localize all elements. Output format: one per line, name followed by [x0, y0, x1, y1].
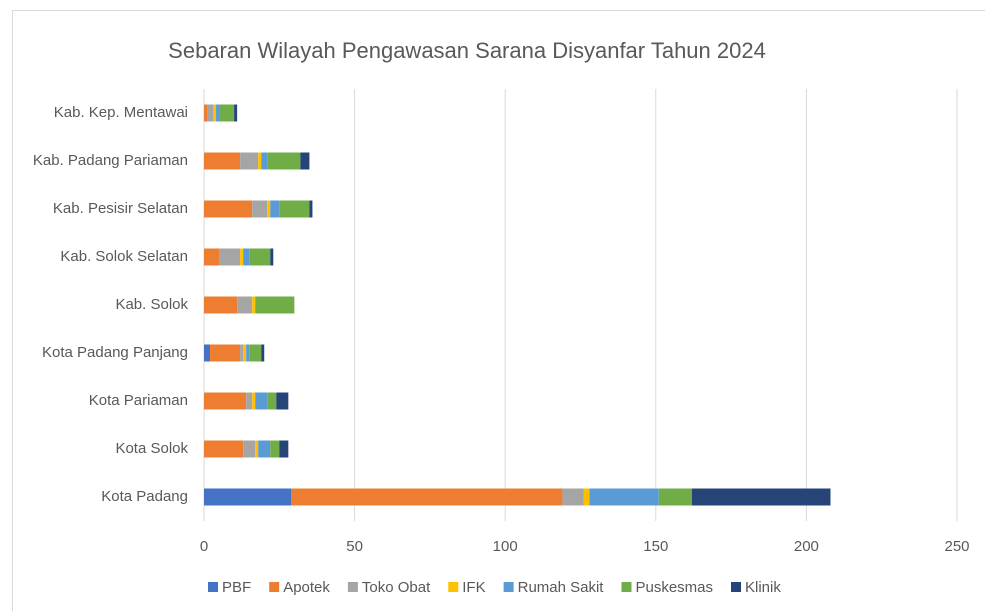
bar-segment: [204, 200, 253, 218]
bar-segment: [204, 248, 220, 266]
bar-segment: [207, 104, 214, 122]
legend-label: Puskesmas: [635, 579, 713, 596]
bar-segment: [255, 296, 295, 314]
legend-swatch: [731, 582, 742, 592]
legend-label: IFK: [462, 579, 485, 596]
bar-segment: [204, 104, 208, 122]
bar-segment: [219, 104, 235, 122]
bar-segment: [204, 440, 244, 458]
bar-segment: [237, 296, 253, 314]
bar-segment: [204, 296, 238, 314]
bar-segment: [234, 104, 238, 122]
y-tick-label: Kab. Solok Selatan: [60, 248, 188, 265]
bar-segment: [243, 440, 256, 458]
bar-segment: [219, 248, 241, 266]
legend-swatch: [448, 582, 459, 592]
bar-segment: [240, 344, 244, 362]
bar-segment: [249, 248, 271, 266]
bar-segment: [216, 104, 220, 122]
x-tick-label: 100: [493, 538, 518, 555]
bar-segment: [252, 296, 256, 314]
y-tick-label: Kota Solok: [115, 440, 188, 457]
legend-label: Rumah Sakit: [518, 579, 605, 596]
y-tick-label: Kota Pariaman: [89, 392, 188, 409]
bar-segment: [562, 488, 584, 506]
bar-segment: [258, 440, 271, 458]
bar-segment: [255, 440, 259, 458]
bar-segment: [267, 392, 277, 410]
chart-frame: [12, 10, 985, 611]
legend-swatch: [208, 582, 218, 592]
bar-segment: [204, 392, 247, 410]
y-tick-label: Kab. Pesisir Selatan: [53, 200, 188, 217]
bar-segment: [276, 392, 289, 410]
legend-label: Apotek: [283, 579, 330, 596]
x-tick-label: 50: [346, 538, 363, 555]
bar-segment: [204, 488, 292, 506]
bar-segment: [243, 248, 250, 266]
bar-segment: [261, 344, 265, 362]
chart-title: Sebaran Wilayah Pengawasan Sarana Disyan…: [168, 38, 766, 63]
bar-segment: [279, 440, 289, 458]
bar-segment: [267, 152, 301, 170]
x-tick-label: 250: [944, 538, 969, 555]
x-tick-label: 200: [794, 538, 819, 555]
bar-segment: [252, 200, 268, 218]
bar-segment: [240, 248, 244, 266]
legend-label: Toko Obat: [362, 579, 431, 596]
y-tick-label: Kota Padang: [101, 488, 188, 505]
y-tick-label: Kab. Padang Pariaman: [33, 152, 188, 169]
bar-segment: [252, 392, 256, 410]
bar-segment: [589, 488, 659, 506]
legend-label: PBF: [222, 579, 251, 596]
bar-segment: [291, 488, 563, 506]
x-tick-label: 150: [643, 538, 668, 555]
bar-segment: [246, 392, 253, 410]
y-tick-label: Kab. Kep. Mentawai: [54, 104, 188, 121]
legend-label: Klinik: [745, 579, 781, 596]
y-tick-label: Kab. Solok: [115, 296, 188, 313]
bar-segment: [240, 152, 259, 170]
bar-segment: [279, 200, 310, 218]
bar-segment: [243, 344, 247, 362]
bar-segment: [246, 344, 250, 362]
bar-segment: [258, 152, 262, 170]
bar-segment: [309, 200, 313, 218]
bar-segment: [583, 488, 590, 506]
bar-segment: [270, 200, 280, 218]
legend-swatch: [269, 582, 280, 592]
bar-segment: [255, 392, 268, 410]
bar-segment: [204, 152, 241, 170]
bar-segment: [261, 152, 268, 170]
legend-swatch: [347, 582, 358, 592]
bar-segment: [300, 152, 310, 170]
bar-segment: [270, 248, 274, 266]
bar-segment: [658, 488, 692, 506]
bar-segment: [204, 344, 211, 362]
bar-segment: [267, 200, 271, 218]
bar-segment: [691, 488, 831, 506]
legend-swatch: [503, 582, 514, 592]
legend-swatch: [621, 582, 632, 592]
x-tick-label: 0: [200, 538, 208, 555]
bar-segment: [210, 344, 241, 362]
bar-segment: [249, 344, 262, 362]
y-tick-label: Kota Padang Panjang: [42, 344, 188, 361]
bar-segment: [213, 104, 217, 122]
bar-segment: [270, 440, 280, 458]
